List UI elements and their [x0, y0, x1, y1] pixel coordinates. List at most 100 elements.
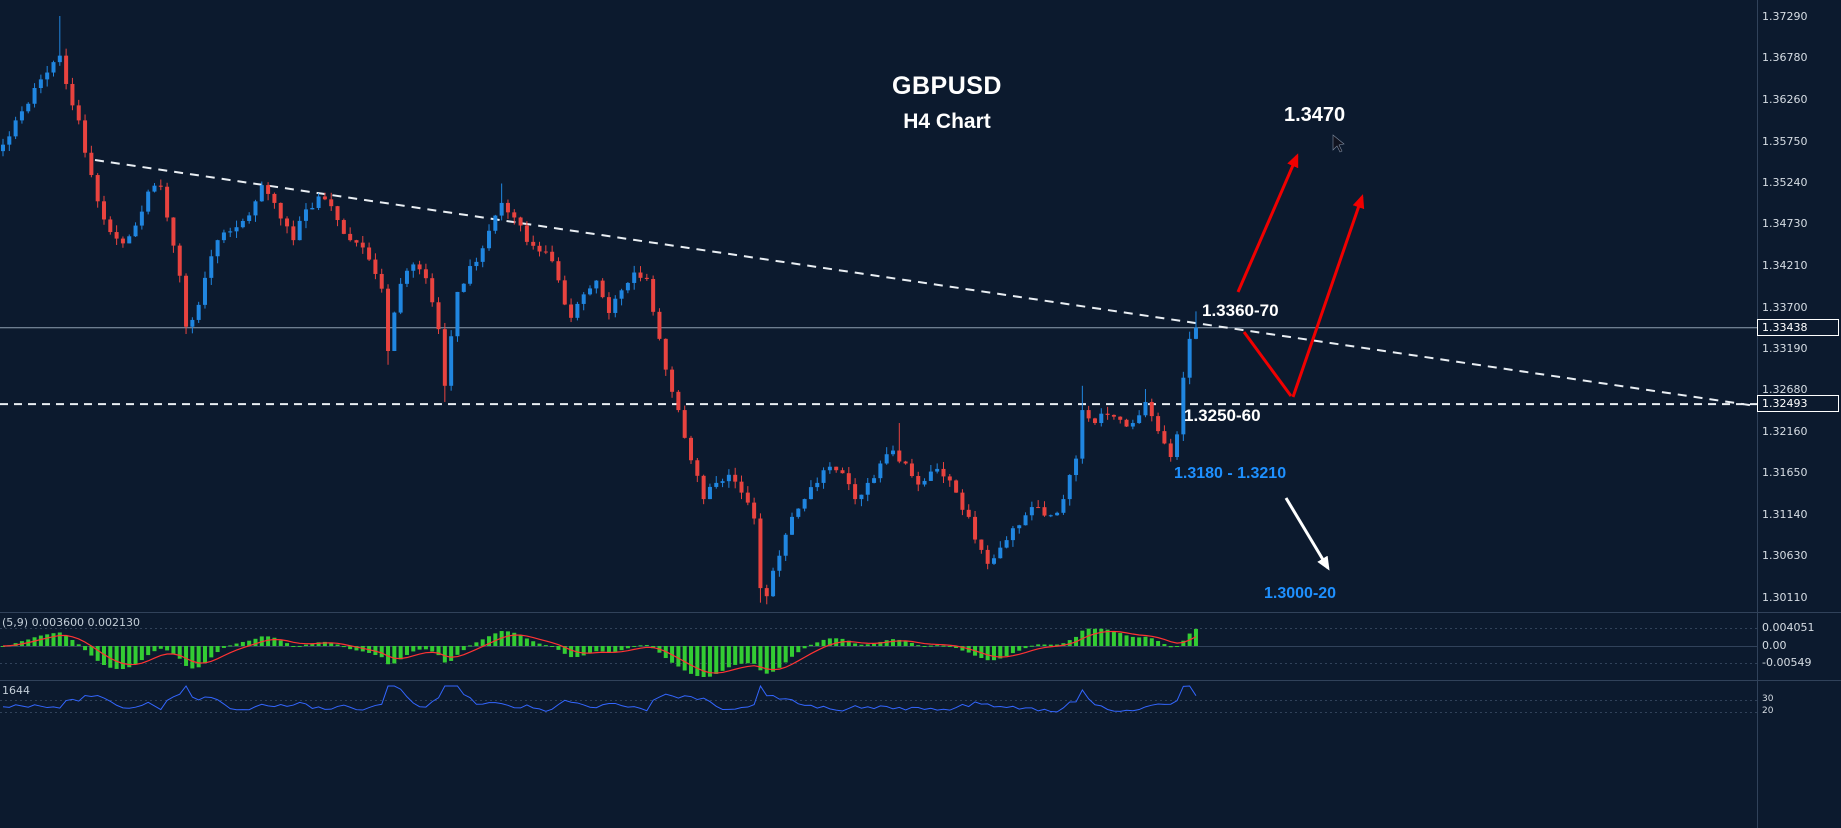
candle-body — [752, 502, 757, 519]
price-axis[interactable]: 1.37290 1.36780 1.36260 1.35750 1.35240 1.347… — [1758, 0, 1841, 828]
candle-body — [335, 206, 340, 221]
histogram-bar — [1111, 631, 1116, 646]
candle-body — [83, 120, 88, 153]
candle-body — [423, 269, 428, 279]
candle-body — [1099, 413, 1104, 424]
histogram-bar — [1099, 628, 1104, 646]
pullback-line[interactable] — [1242, 331, 1293, 397]
histogram-bar — [550, 646, 555, 647]
histogram-bar — [285, 643, 290, 646]
candle-body — [884, 454, 889, 464]
descending-trendline[interactable] — [94, 159, 1757, 408]
histogram-bar — [922, 646, 927, 647]
candle-body — [442, 329, 447, 386]
candle-body — [278, 202, 283, 219]
histogram-bar — [1162, 644, 1167, 646]
histogram-bar — [202, 646, 207, 663]
candle-body — [1067, 475, 1072, 500]
candle-body — [1137, 415, 1142, 424]
histogram-bar — [606, 646, 611, 653]
candle-body — [38, 79, 43, 89]
candle-body — [499, 202, 504, 216]
histogram-bar — [322, 641, 327, 646]
bullish-arrow-1[interactable] — [1236, 153, 1299, 293]
current-price-box: 1.33438 — [1757, 318, 1839, 336]
histogram-bar — [916, 645, 921, 647]
histogram-bar — [531, 641, 536, 646]
candle-body — [190, 319, 195, 327]
histogram-bar — [613, 646, 618, 652]
histogram-bar — [108, 646, 113, 668]
histogram-bar — [1118, 633, 1123, 646]
histogram-bar — [815, 642, 820, 646]
candle-body — [758, 518, 763, 589]
histogram-bar — [139, 646, 144, 661]
bullish-arrow-2[interactable] — [1291, 194, 1365, 398]
candle-body — [518, 217, 523, 226]
histogram-bar — [714, 646, 719, 674]
candle-body — [474, 261, 479, 267]
histogram-bar — [878, 641, 883, 646]
histogram-bar — [707, 646, 712, 677]
candle-body — [815, 482, 820, 488]
candle-body — [739, 481, 744, 493]
candle-body — [436, 302, 441, 330]
candle-body — [865, 482, 870, 495]
axis-label: 20 — [1762, 706, 1774, 716]
candle-body — [1175, 434, 1180, 458]
annotation-target-upper: 1.3470 — [1284, 104, 1346, 126]
histogram-bar — [745, 646, 750, 664]
histogram-bar — [449, 646, 454, 661]
candle-body — [19, 111, 24, 121]
candle-body — [909, 463, 914, 477]
candle-body — [51, 62, 56, 73]
histogram-bar — [165, 646, 170, 651]
histogram-bar — [278, 640, 283, 646]
indicator2-label: 1644 — [2, 684, 30, 697]
candle-body — [1086, 410, 1091, 419]
candle-body — [777, 555, 782, 571]
histogram-bar — [777, 646, 782, 668]
candle-body — [644, 277, 649, 279]
histogram-bar — [594, 646, 599, 652]
annotation-target-lower: 1.3000-20 — [1264, 585, 1337, 602]
histogram-bar — [430, 646, 435, 652]
histogram-bar — [783, 646, 788, 663]
histogram-bar — [480, 639, 485, 646]
histogram-bar — [455, 646, 460, 655]
candle-body — [7, 136, 12, 145]
histogram-bar — [853, 643, 858, 646]
candle-body — [367, 247, 372, 260]
histogram-bar — [423, 646, 428, 650]
histogram-bar — [802, 646, 807, 649]
candle-body — [1042, 507, 1047, 516]
histogram-bar — [386, 646, 391, 665]
histogram-bar — [588, 646, 593, 654]
axis-label: 1.34730 — [1762, 217, 1808, 231]
histogram-bar — [76, 644, 81, 646]
bearish-arrow[interactable] — [1284, 497, 1330, 571]
histogram-bar — [827, 638, 832, 646]
axis-label: 1.36260 — [1762, 93, 1808, 107]
candle-body — [991, 558, 996, 564]
histogram-bar — [253, 638, 258, 646]
histogram-bar — [543, 645, 548, 647]
candle-body — [764, 588, 769, 597]
candle-body — [45, 72, 50, 80]
candle-body — [215, 240, 220, 257]
histogram-bar — [1055, 644, 1060, 646]
candle-body — [663, 338, 668, 370]
histogram-bar — [417, 646, 422, 650]
candle-body — [341, 220, 346, 234]
axis-label: 1.35240 — [1762, 175, 1808, 189]
histogram-bar — [221, 646, 226, 648]
candle-body — [228, 231, 233, 233]
candle-body — [600, 280, 605, 298]
candle-body — [619, 290, 624, 299]
histogram-bar — [474, 642, 479, 646]
candle-body — [707, 486, 712, 500]
histogram-bar — [1175, 646, 1180, 647]
histogram-bar — [171, 646, 176, 654]
histogram-bar — [190, 646, 195, 669]
